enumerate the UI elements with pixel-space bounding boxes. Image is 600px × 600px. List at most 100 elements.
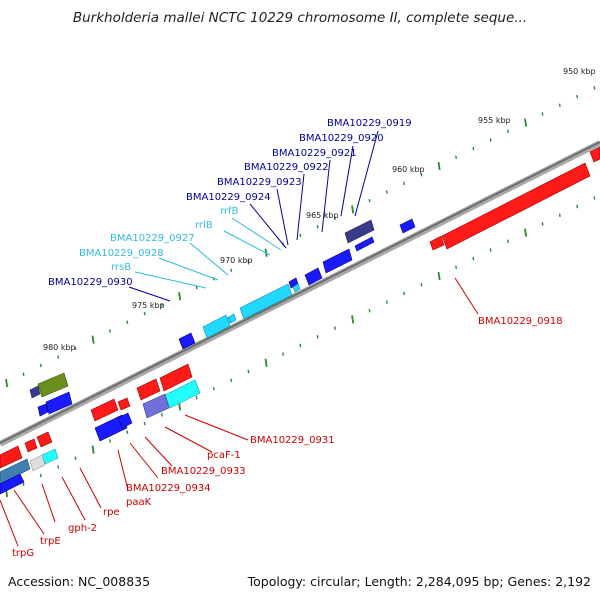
gene-blue-mid-2[interactable]	[117, 412, 133, 429]
gene-rrfB[interactable]	[292, 283, 301, 293]
gene-rrlB[interactable]	[239, 283, 293, 320]
gene-0919[interactable]	[399, 218, 416, 234]
tick-mark	[74, 456, 77, 461]
tick-mark	[5, 378, 9, 388]
tick-mark	[489, 138, 492, 142]
tick-mark	[524, 228, 528, 237]
tick-mark	[351, 315, 355, 324]
tick-mark	[282, 352, 284, 356]
tick-mark	[126, 430, 129, 434]
label-trpG[interactable]: trpG	[12, 548, 34, 559]
gene-0933[interactable]	[159, 363, 193, 392]
gene-0918-cap[interactable]	[589, 146, 600, 163]
tick-mark	[558, 103, 561, 108]
tick-mark	[299, 233, 302, 238]
gene-paaK[interactable]	[117, 397, 131, 411]
label-0931[interactable]: BMA10229_0931	[250, 435, 335, 446]
label-0921[interactable]: BMA10229_0921	[272, 148, 357, 159]
gene-trpG[interactable]	[0, 458, 31, 485]
tick-mark	[507, 239, 509, 244]
map-title: Burkholderia mallei NCTC 10229 chromosom…	[72, 10, 528, 26]
tick-mark	[385, 190, 388, 194]
tick-mark	[230, 378, 233, 382]
tick-mark	[593, 196, 596, 200]
tick-mark	[403, 181, 406, 186]
gene-0918-head[interactable]	[429, 235, 445, 251]
label-0933[interactable]: BMA10229_0933	[161, 466, 246, 477]
label-0930[interactable]: BMA10229_0930	[48, 277, 133, 288]
label-rpe[interactable]: rpe	[103, 507, 120, 518]
label-0919[interactable]: BMA10229_0919	[327, 118, 412, 129]
tick-mark	[57, 355, 60, 359]
gene-0930[interactable]	[178, 332, 196, 350]
lower-labels: BMA10229_0918 BMA10229_0931 pcaF-1 BMA10…	[12, 316, 563, 559]
tick-mark	[91, 445, 95, 454]
tick-mark	[351, 205, 355, 214]
gene-0931[interactable]	[164, 379, 201, 409]
label-0922[interactable]: BMA10229_0922	[244, 162, 329, 173]
tick-mark	[39, 473, 42, 478]
tick-mark	[178, 292, 182, 301]
gene-blue-bottom[interactable]	[0, 473, 25, 495]
tick-mark	[437, 161, 441, 171]
label-0928[interactable]: BMA10229_0928	[79, 248, 164, 259]
gene-rpe[interactable]	[36, 431, 53, 448]
gene-blue-mid[interactable]	[94, 414, 128, 442]
label-0923[interactable]: BMA10229_0923	[217, 177, 302, 188]
label-0918[interactable]: BMA10229_0918	[478, 316, 563, 327]
gene-gph[interactable]	[24, 438, 38, 453]
tick-mark	[472, 146, 475, 151]
label-rrsB[interactable]: rrsB	[111, 262, 131, 273]
gene-0920[interactable]	[344, 219, 375, 244]
label-trpE[interactable]: trpE	[40, 536, 61, 547]
gene-left-2[interactable]	[37, 403, 49, 417]
gene-left-1[interactable]	[45, 391, 73, 415]
gene-0922[interactable]	[322, 248, 353, 274]
gene-0934[interactable]	[136, 378, 161, 401]
tick-mark	[161, 303, 163, 307]
gene-pcaF[interactable]	[142, 393, 170, 419]
gene-grey-small[interactable]	[29, 454, 46, 472]
tick-mark	[39, 363, 42, 368]
gene-trpE[interactable]	[0, 445, 23, 469]
tick-mark	[264, 358, 268, 367]
gene-red-mid[interactable]	[90, 398, 119, 422]
gene-olive[interactable]	[37, 372, 69, 398]
tick-mark	[91, 335, 95, 344]
tick-mark	[576, 204, 579, 209]
label-0920[interactable]: BMA10229_0920	[299, 133, 384, 144]
label-0924[interactable]: BMA10229_0924	[186, 192, 271, 203]
tick-mark	[126, 320, 129, 324]
tick-mark	[489, 248, 492, 252]
gene-0921[interactable]	[354, 236, 375, 252]
gene-0918[interactable]	[441, 162, 591, 250]
label-paaK[interactable]: paaK	[126, 497, 152, 508]
gene-left-3[interactable]	[29, 385, 41, 399]
label-0934[interactable]: BMA10229_0934	[126, 483, 211, 494]
tick-mark	[593, 86, 596, 90]
gene-rrsB[interactable]	[202, 314, 231, 339]
label-rrlB[interactable]: rrlB	[195, 220, 213, 231]
upper-labels: BMA10229_0919 BMA10229_0920 BMA10229_092…	[48, 118, 412, 288]
label-gph[interactable]: gph-2	[68, 523, 97, 534]
tick-mark	[524, 118, 528, 127]
label-pcaF[interactable]: pcaF-1	[207, 450, 241, 461]
gene-cyan-small[interactable]	[41, 448, 59, 465]
tick-mark	[22, 482, 25, 487]
label-rrfB[interactable]: rrfB	[220, 206, 239, 217]
scale-label-955: 955 kbp	[478, 116, 511, 125]
leader-lines	[0, 130, 479, 547]
tick-mark	[299, 343, 302, 348]
tick-mark	[195, 395, 198, 400]
tick-mark	[385, 300, 388, 304]
label-0927[interactable]: BMA10229_0927	[110, 233, 195, 244]
tick-mark	[109, 329, 111, 333]
tick-mark	[558, 213, 561, 218]
gene-0923[interactable]	[304, 267, 323, 286]
tick-mark	[420, 282, 423, 287]
tick-mark	[316, 335, 319, 339]
tick-mark	[368, 198, 371, 203]
tick-mark	[455, 155, 457, 160]
tick-mark	[507, 129, 509, 134]
